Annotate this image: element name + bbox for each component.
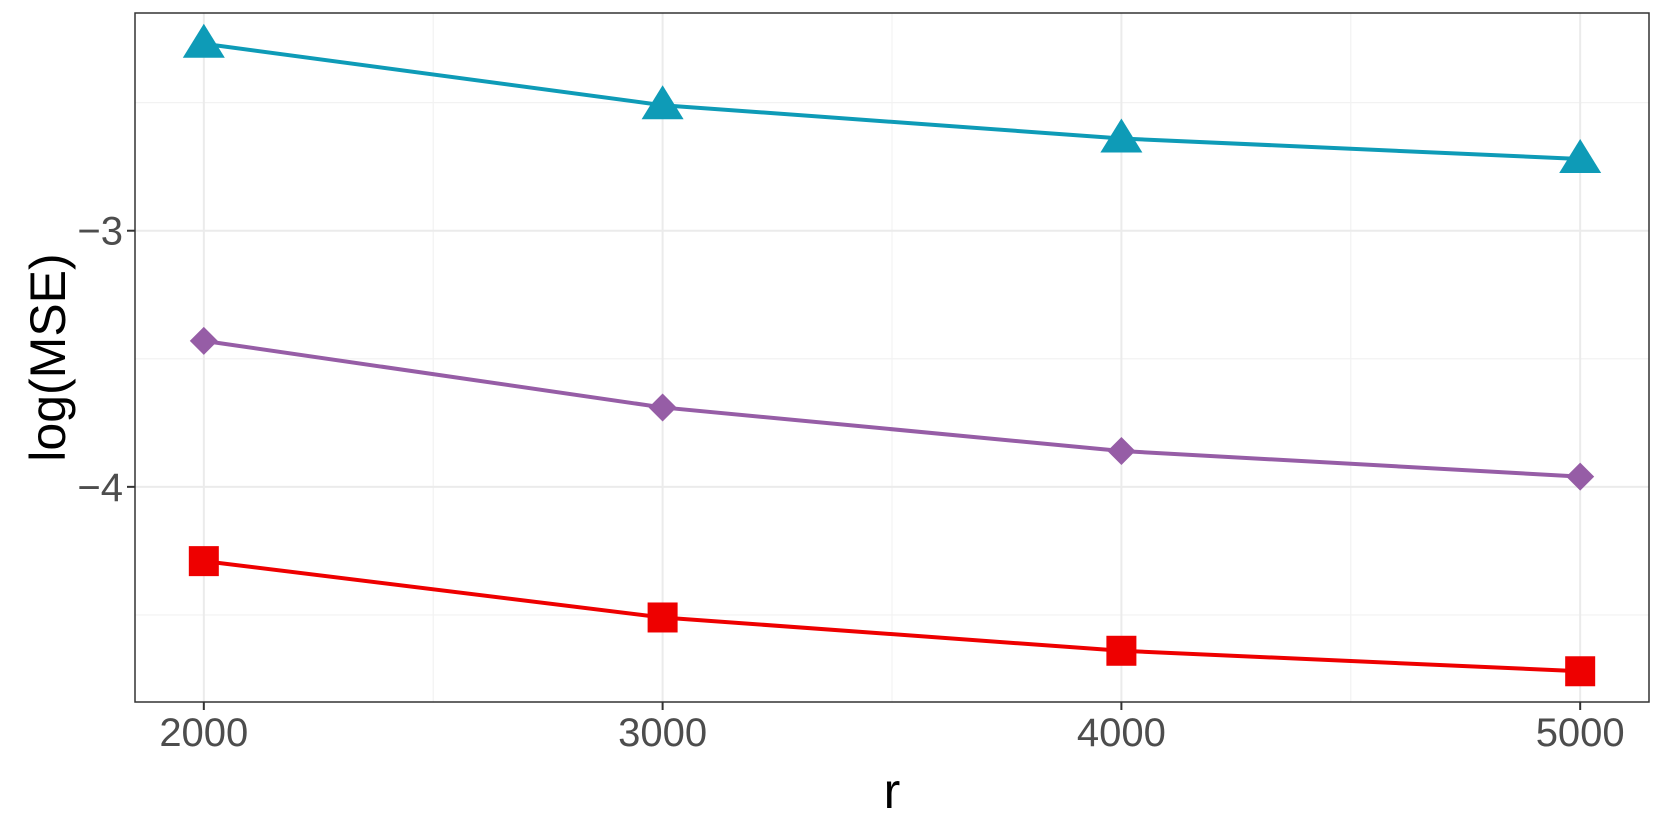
minor-grid: [135, 13, 1649, 702]
triangle-marker: [1559, 138, 1602, 173]
y-tick-label: −4: [77, 466, 123, 510]
diamond-marker: [1566, 462, 1595, 491]
x-tick-label: 3000: [618, 711, 707, 755]
x-tick-label: 4000: [1077, 711, 1166, 755]
x-axis-ticks: 2000 3000 4000 5000: [159, 702, 1625, 755]
triangle-marker: [1100, 118, 1143, 153]
y-axis-ticks: −3 −4: [77, 210, 135, 510]
series-line-3: [203, 559, 1581, 674]
major-grid: [135, 13, 1649, 702]
series-markers: [182, 23, 1602, 687]
y-axis-title: log(MSE): [20, 253, 76, 461]
square-marker: [1106, 635, 1137, 666]
triangle-marker: [641, 85, 684, 120]
series-lines: [203, 41, 1581, 674]
diamond-marker: [189, 326, 218, 355]
series-line-2: [203, 338, 1581, 479]
square-marker: [1565, 656, 1596, 687]
square-marker: [647, 602, 678, 633]
diamond-marker: [648, 393, 677, 422]
x-axis-title: r: [884, 763, 901, 819]
x-tick-label: 2000: [159, 711, 248, 755]
diamond-marker: [1107, 436, 1136, 465]
y-tick-label: −3: [77, 210, 123, 254]
triangle-marker: [182, 23, 225, 58]
plot-panel-border: [134, 12, 1650, 703]
square-marker: [188, 546, 219, 577]
series-line-1: [203, 41, 1581, 161]
x-tick-label: 5000: [1536, 711, 1625, 755]
